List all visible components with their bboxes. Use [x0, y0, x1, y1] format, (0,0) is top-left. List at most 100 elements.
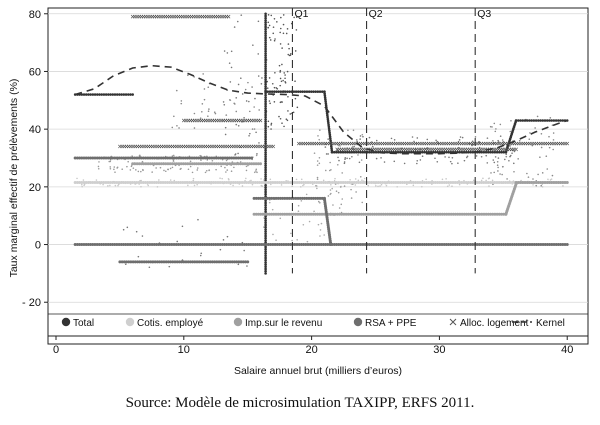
series-point — [252, 212, 256, 216]
series-point — [565, 141, 570, 146]
series-point — [226, 14, 231, 19]
series-point — [323, 92, 326, 95]
scatter-point — [148, 266, 151, 269]
series-point — [515, 243, 519, 247]
series-point — [337, 150, 340, 154]
series-point — [218, 181, 222, 185]
series-point — [346, 150, 349, 154]
scatter-point — [200, 252, 203, 255]
series-point — [370, 150, 373, 154]
legend-label: Kernel — [536, 318, 565, 329]
series-point — [343, 181, 347, 185]
series-point — [475, 212, 479, 216]
series-point — [381, 181, 385, 185]
series-point — [374, 150, 378, 154]
series-point — [201, 181, 205, 185]
series-imp-sur-le-revenu — [131, 162, 569, 216]
series-point — [153, 156, 157, 160]
series-point — [385, 150, 389, 154]
series-point — [264, 67, 267, 71]
scatter-point — [140, 170, 142, 173]
scatter-point — [339, 145, 341, 147]
series-point — [373, 212, 377, 216]
series-point — [264, 58, 267, 62]
series-point — [410, 212, 414, 216]
series-point — [357, 150, 360, 154]
y-tick-label: 20 — [29, 182, 41, 194]
scatter-point — [499, 135, 502, 137]
scatter-point — [230, 50, 233, 53]
scatter-point — [343, 185, 346, 187]
scatter-point — [351, 155, 353, 158]
series-point — [537, 243, 541, 247]
scatter-point — [275, 87, 278, 89]
series-point — [499, 181, 503, 185]
scatter-point — [273, 17, 276, 20]
series-point — [514, 147, 518, 152]
scatter-point — [196, 183, 198, 186]
scatter-point — [449, 160, 452, 163]
series-point — [258, 181, 262, 185]
scatter-point — [95, 179, 98, 181]
series-point — [201, 243, 205, 247]
scatter-point — [221, 177, 223, 180]
series-point — [264, 115, 267, 119]
scatter-point — [268, 201, 271, 204]
scatter-point — [204, 171, 207, 174]
series-point — [262, 243, 266, 247]
series-point — [464, 212, 468, 216]
scatter-point — [226, 169, 229, 171]
series-point — [199, 260, 203, 264]
series-point — [314, 196, 318, 200]
series-point — [292, 212, 296, 216]
scatter-point — [279, 71, 281, 73]
series-point — [205, 243, 209, 247]
series-point — [521, 119, 525, 122]
scatter-point — [224, 166, 226, 169]
series-point — [120, 93, 123, 96]
series-point — [162, 162, 166, 166]
series-point — [497, 181, 501, 185]
scatter-point — [197, 218, 199, 221]
series-point — [264, 247, 267, 251]
series-point — [482, 212, 486, 216]
scatter-point — [275, 239, 277, 242]
legend-label: Imp.sur le revenu — [245, 318, 322, 329]
scatter-point — [235, 123, 238, 126]
series-point — [359, 212, 363, 216]
series-point — [324, 181, 328, 185]
series-point — [115, 156, 119, 160]
scatter-point — [485, 179, 487, 182]
series-point — [324, 104, 328, 107]
series-point — [258, 162, 262, 166]
series-point — [172, 243, 176, 247]
series-point — [108, 243, 112, 247]
series-point — [117, 181, 121, 185]
series-point — [155, 156, 159, 160]
series-point — [264, 129, 267, 132]
series-point — [229, 243, 233, 247]
scatter-point — [491, 179, 494, 182]
series-point — [436, 212, 440, 216]
series-point — [322, 212, 326, 216]
series-point — [264, 188, 267, 192]
series-point — [276, 212, 280, 216]
series-point — [285, 196, 289, 200]
series-point — [309, 212, 313, 216]
series-point — [213, 260, 217, 264]
series-point — [175, 162, 179, 166]
series-point — [209, 243, 213, 247]
scatter-point — [239, 161, 242, 163]
series-point — [131, 162, 135, 166]
scatter-point — [485, 154, 488, 157]
series-point — [113, 181, 117, 185]
kernel-line — [74, 64, 568, 155]
series-point — [433, 243, 437, 247]
scatter-point — [319, 229, 322, 231]
series-point — [239, 162, 243, 166]
scatter-point — [287, 43, 290, 45]
scatter-point — [205, 169, 208, 172]
series-point — [444, 243, 448, 247]
series-point — [281, 212, 285, 216]
series-point — [119, 243, 123, 247]
